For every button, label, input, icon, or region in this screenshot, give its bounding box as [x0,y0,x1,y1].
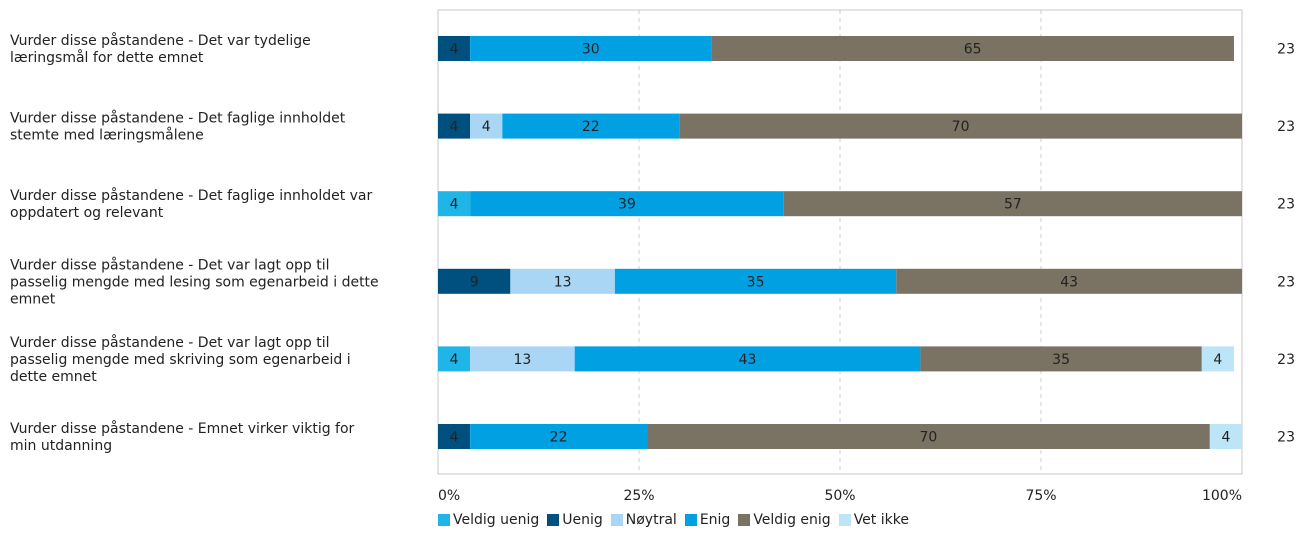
legend-item: Enig [685,512,731,528]
data-label: 57 [1004,197,1022,213]
data-label: 4 [450,119,459,135]
data-label: 35 [1052,352,1070,368]
response-count: 23 [1277,430,1295,446]
data-label: 4 [450,197,459,213]
legend-item: Uenig [547,512,603,528]
data-label: 65 [964,42,982,58]
legend-swatch [685,514,697,526]
legend-item: Vet ikke [839,512,909,528]
x-tick-label: 25% [623,488,654,504]
data-label: 35 [747,274,765,290]
response-count: 23 [1277,352,1295,368]
response-count: 23 [1277,119,1295,135]
legend-label: Veldig enig [753,512,830,528]
data-label: 43 [1060,274,1078,290]
x-tick-label: 100% [1202,488,1242,504]
data-label: 22 [582,119,600,135]
data-label: 70 [920,430,938,446]
data-label: 4 [450,430,459,446]
data-label: 39 [618,197,636,213]
x-tick-label: 0% [438,488,460,504]
category-label: Vurder disse påstandene - Emnet virker v… [10,420,355,454]
data-label: 4 [482,119,491,135]
data-label: 4 [450,352,459,368]
x-tick-label: 75% [1025,488,1056,504]
legend-label: Nøytral [626,512,677,528]
data-label: 43 [739,352,757,368]
legend-label: Enig [700,512,731,528]
data-label: 4 [450,42,459,58]
response-count: 23 [1277,274,1295,290]
data-label: 70 [952,119,970,135]
legend-swatch [438,514,450,526]
legend-label: Veldig uenig [453,512,539,528]
category-label: Vurder disse påstandene - Det var lagt o… [10,256,379,307]
legend-item: Nøytral [611,512,677,528]
legend-swatch [547,514,559,526]
data-label: 30 [582,42,600,58]
legend-label: Uenig [562,512,603,528]
category-label: Vurder disse påstandene - Det faglige in… [10,187,373,221]
data-label: 22 [550,430,568,446]
response-count: 23 [1277,42,1295,58]
data-label: 4 [1221,430,1230,446]
legend-label: Vet ikke [854,512,909,528]
category-label: Vurder disse påstandene - Det var lagt o… [10,334,351,385]
stacked-bar-chart: 0% 25% 50% 75% 100% Vurder disse påstandene -… [0,0,1309,510]
legend-swatch [611,514,623,526]
category-label: Vurder disse påstandene - Det var tydeli… [10,32,311,66]
data-label: 4 [1213,352,1222,368]
x-tick-label: 50% [824,488,855,504]
chart-legend: Veldig uenig Uenig Nøytral Enig Veldig enig V… [438,512,917,528]
legend-swatch [839,514,851,526]
data-label: 13 [514,352,532,368]
data-label: 13 [554,274,572,290]
response-count: 23 [1277,197,1295,213]
legend-item: Veldig enig [738,512,830,528]
legend-item: Veldig uenig [438,512,539,528]
legend-swatch [738,514,750,526]
data-label: 9 [470,274,479,290]
category-label: Vurder disse påstandene - Det faglige in… [10,110,346,144]
